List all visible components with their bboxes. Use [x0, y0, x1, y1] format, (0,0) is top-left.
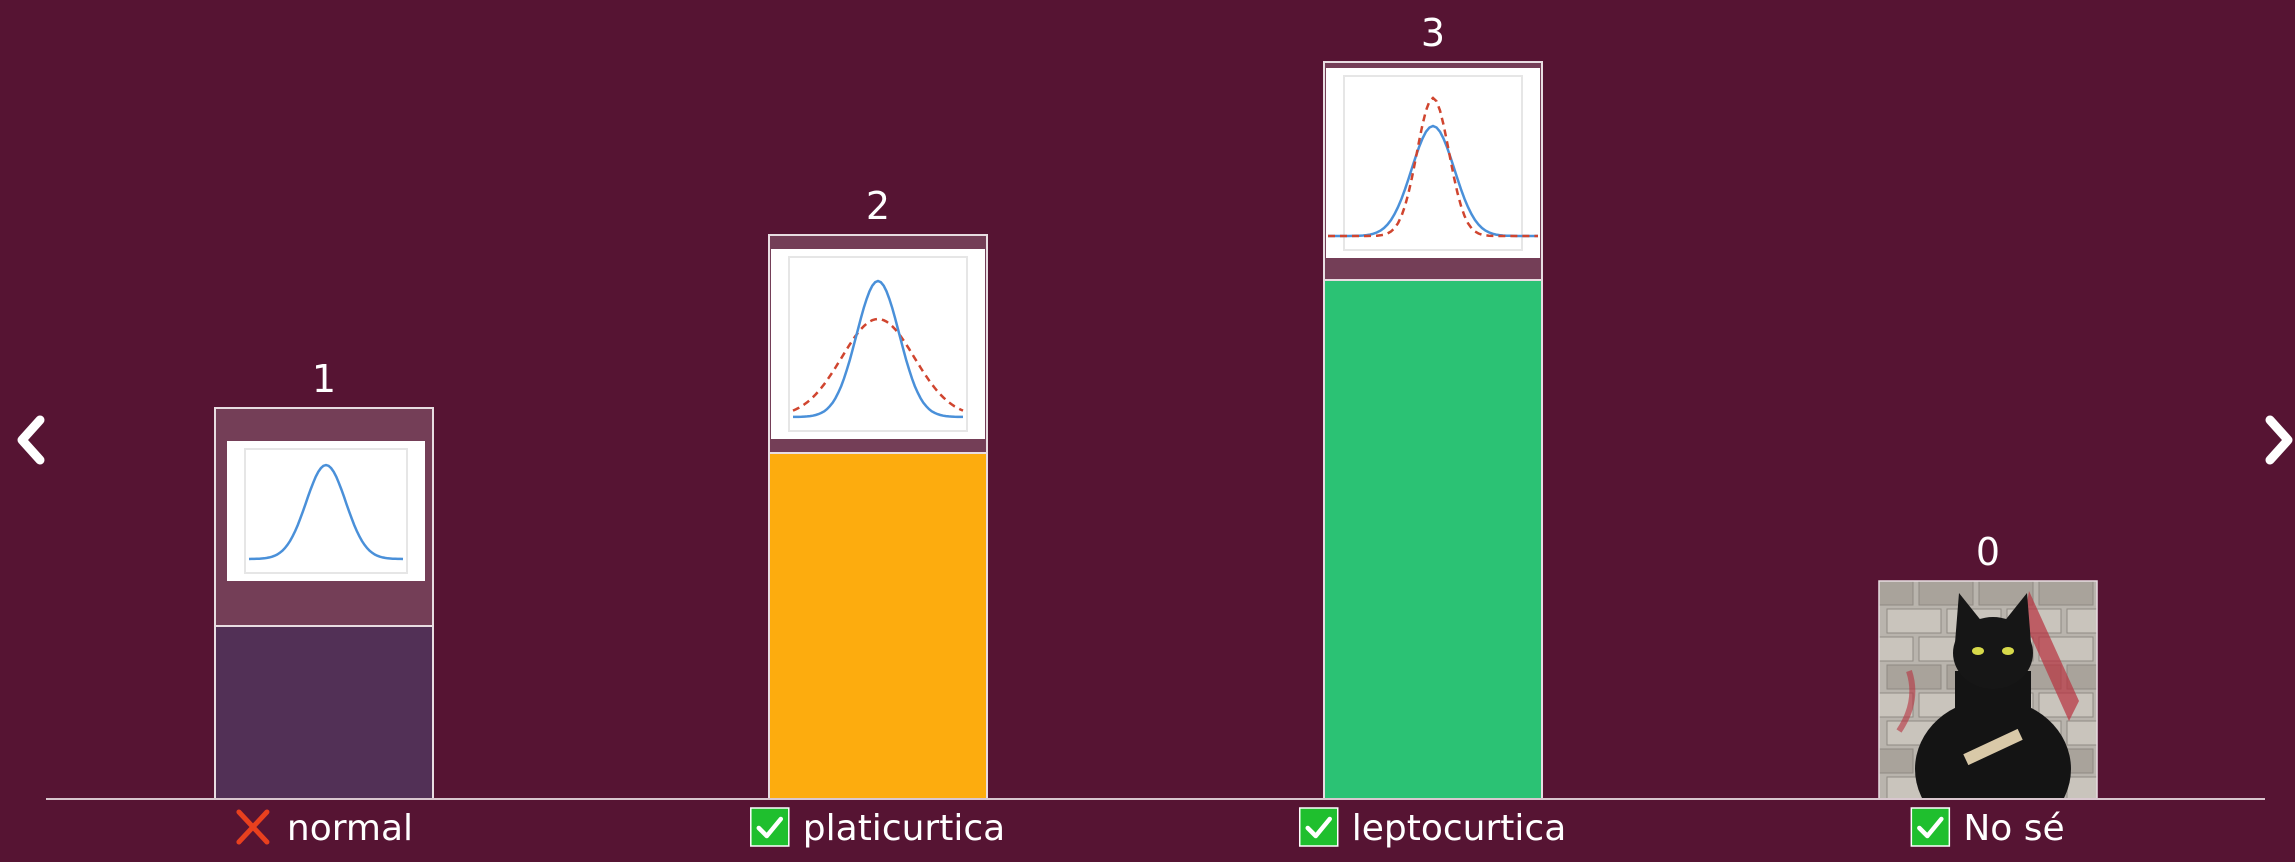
bar-3	[1878, 580, 2098, 800]
category-label: platicurtica	[750, 807, 1005, 849]
bar-1	[768, 234, 988, 800]
category-label-text: leptocurtica	[1352, 808, 1567, 849]
bar-2	[1323, 61, 1543, 800]
bar-fill	[1323, 279, 1543, 800]
platykurtic-curve-line	[792, 317, 964, 412]
chevron-right-icon	[2265, 415, 2293, 465]
thumbnail-plot-frame	[788, 256, 968, 432]
bar-value-label: 2	[866, 184, 890, 228]
category-label: normal	[236, 808, 413, 849]
checkmark-icon	[1298, 807, 1339, 847]
checkmark-icon	[750, 807, 790, 847]
thumbnail-plot-frame	[244, 448, 408, 574]
category-label-text: platicurtica	[803, 808, 1005, 849]
platykurtic-curve-thumbnail	[771, 249, 985, 439]
thumbnail-background	[771, 249, 985, 439]
leptokurtic-curve-line	[1328, 96, 1538, 238]
next-button[interactable]	[2250, 405, 2295, 475]
category-label-text: normal	[287, 808, 413, 849]
category-label: leptocurtica	[1298, 807, 1567, 849]
bar-fill	[768, 452, 988, 800]
bar-fill	[214, 625, 434, 800]
black-cat-photo	[1879, 581, 2097, 799]
checkmark-icon	[1910, 807, 1951, 847]
normal-curve-line	[793, 279, 963, 419]
leptokurtic-curve-thumbnail	[1326, 68, 1540, 258]
bar-value-label: 0	[1976, 530, 2000, 574]
cross-icon	[236, 809, 270, 845]
chevron-left-icon	[17, 415, 45, 465]
previous-button[interactable]	[0, 405, 60, 475]
thumbnail-plot-frame	[1343, 75, 1523, 251]
bar-0	[214, 407, 434, 800]
bar-value-label: 1	[312, 357, 336, 401]
normal-curve-line	[248, 463, 404, 561]
category-label-text: No sé	[1963, 808, 2064, 849]
normal-curve-thumbnail	[227, 441, 425, 581]
category-label: No sé	[1910, 807, 2065, 849]
bar-value-label: 3	[1421, 11, 1445, 55]
